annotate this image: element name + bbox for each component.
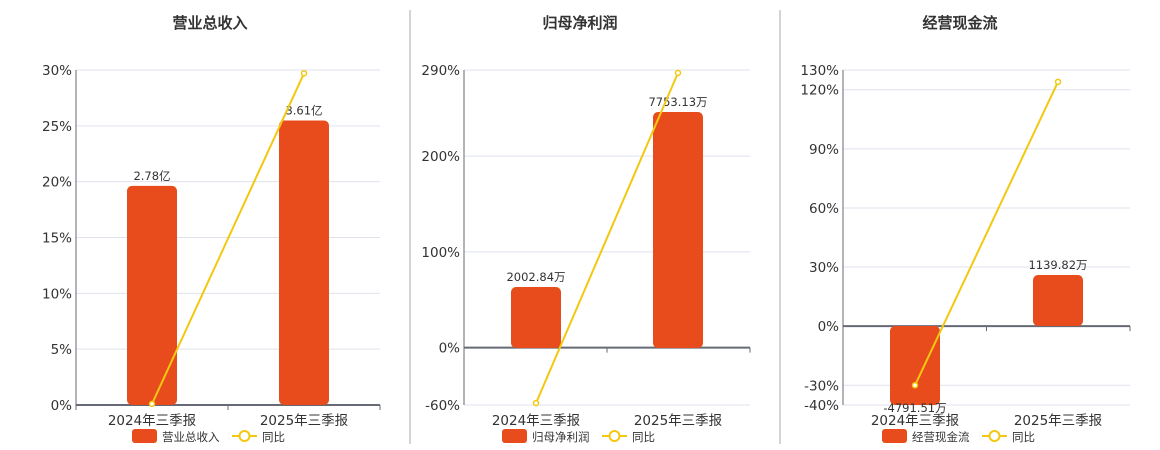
bar-data-label: 1139.82万: [1028, 258, 1087, 272]
legend-line-label: 同比: [262, 430, 285, 444]
y-tick-label: 20%: [42, 175, 72, 191]
x-tick-label: 2025年三季报: [260, 413, 348, 429]
yoy-line: [535, 72, 679, 404]
bar: [653, 112, 703, 348]
yoy-point: [300, 70, 308, 77]
y-tick-label: 30%: [42, 63, 72, 79]
x-tick-label: 2024年三季报: [492, 413, 580, 429]
legend-line-label: 同比: [632, 430, 655, 444]
y-tick-label: 0%: [439, 341, 461, 357]
y-tick-label: 30%: [809, 260, 839, 276]
y-tick-label: 0%: [51, 398, 73, 414]
y-tick-label: -60%: [425, 398, 460, 414]
yoy-point: [1054, 78, 1062, 86]
legend-bar-label: 经营现金流: [912, 430, 970, 444]
chart-title: 营业总收入: [172, 14, 247, 32]
x-tick-label: 2024年三季报: [871, 413, 959, 429]
x-tick-label: 2025年三季报: [1014, 413, 1102, 429]
bar: [890, 325, 940, 405]
bar-data-label: -4791.51万: [883, 401, 946, 415]
y-tick-label: 10%: [42, 286, 72, 302]
yoy-line: [914, 81, 1059, 386]
yoy-point: [148, 400, 156, 408]
legend-bar-swatch: [882, 429, 907, 443]
bar-data-label: 7753.13万: [648, 95, 707, 109]
bar-data-label: 2002.84万: [506, 270, 565, 284]
y-tick-label: -40%: [804, 398, 839, 414]
y-tick-label: 290%: [421, 63, 460, 79]
y-tick-label: -30%: [804, 378, 839, 394]
y-tick-label: 200%: [421, 149, 460, 165]
legend-bar-swatch: [132, 429, 157, 443]
legend-line-marker: [608, 430, 621, 442]
y-tick-label: 5%: [51, 342, 73, 358]
chart-title: 归母净利润: [542, 14, 617, 32]
bar-data-label: 2.78亿: [133, 169, 170, 183]
yoy-line: [151, 72, 305, 405]
yoy-point: [532, 399, 540, 407]
legend-bar-swatch: [502, 429, 527, 443]
legend-line-label: 同比: [1012, 430, 1035, 444]
y-tick-label: 25%: [42, 119, 72, 135]
y-tick-label: 15%: [42, 231, 72, 247]
legend-line-marker: [988, 430, 1001, 442]
bar: [279, 120, 329, 406]
x-tick-label: 2025年三季报: [634, 413, 722, 429]
y-tick-label: 90%: [809, 142, 839, 158]
y-tick-label: 130%: [800, 63, 839, 79]
y-tick-label: 120%: [800, 83, 839, 99]
bar: [127, 185, 177, 405]
yoy-point: [911, 382, 919, 389]
bar: [1033, 275, 1083, 326]
y-tick-label: 100%: [421, 245, 460, 261]
chart-title: 经营现金流: [922, 14, 997, 32]
y-tick-label: 60%: [809, 201, 839, 217]
legend-bar-label: 归母净利润: [532, 430, 590, 444]
bar: [511, 287, 561, 348]
bar-data-label: 3.61亿: [285, 103, 322, 117]
y-tick-label: 0%: [818, 319, 840, 335]
legend-bar-label: 营业总收入: [162, 430, 220, 444]
yoy-point: [674, 69, 682, 77]
x-tick-label: 2024年三季报: [108, 413, 196, 429]
legend-line-marker: [238, 430, 251, 442]
